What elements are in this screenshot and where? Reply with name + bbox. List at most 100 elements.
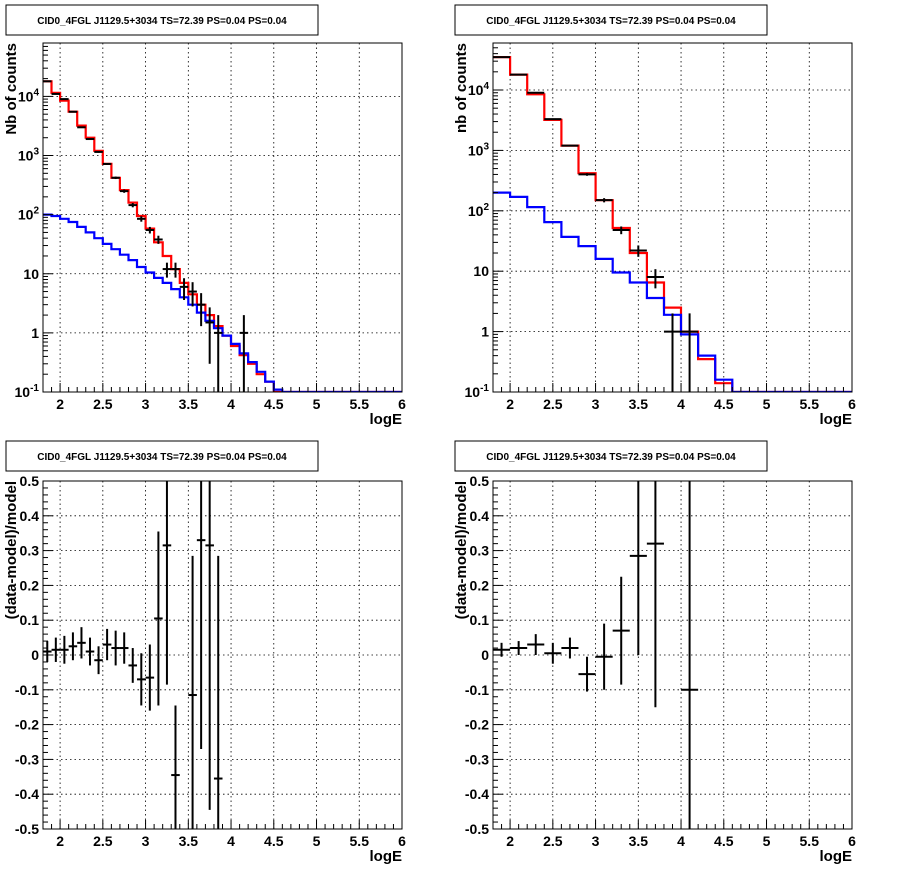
- y-tick-label: 103: [18, 147, 40, 164]
- plot-frame: [42, 42, 403, 393]
- x-axis-label: logE: [370, 411, 403, 428]
- x-tick-label: 3.5: [629, 833, 649, 849]
- x-tick-label: 2.5: [543, 833, 563, 849]
- residual-point: [145, 644, 155, 711]
- x-axis: [492, 820, 853, 829]
- data-point: [527, 91, 545, 94]
- data-point: [162, 262, 172, 278]
- x-tick-label: 4.5: [714, 833, 734, 849]
- residual-point: [154, 531, 163, 706]
- residual-point: [561, 637, 579, 659]
- x-tick-label: 6: [398, 833, 406, 849]
- residual-point: [119, 632, 129, 664]
- x-tick-label: 5.5: [350, 396, 370, 412]
- data-point: [663, 313, 682, 392]
- y-axis-label: Nb of counts: [3, 43, 20, 135]
- plot-frame: [492, 480, 853, 830]
- data-point: [119, 189, 129, 193]
- panel-1: CID0_4FGL J1129.5+3034 TS=72.39 PS=0.04 …: [3, 4, 406, 428]
- y-tick-label: 0.4: [20, 508, 40, 524]
- y-axis-label: (data-model)/model: [3, 481, 20, 619]
- residual-point: [77, 627, 86, 659]
- panel-2: CID0_4FGL J1129.5+3034 TS=72.39 PS=0.04 …: [453, 4, 856, 428]
- data-point: [102, 162, 112, 165]
- data-point: [196, 293, 206, 327]
- y-tick-label: 1: [31, 325, 39, 341]
- y-tick-label: -0.4: [15, 786, 39, 802]
- y-tick-label: -0.3: [465, 751, 489, 767]
- residual-point: [629, 481, 647, 655]
- y-tick-label: 0.4: [470, 508, 490, 524]
- y-axis-label: nb of counts: [453, 43, 470, 133]
- x-tick-label: 5: [763, 396, 771, 412]
- x-tick-label: 2: [506, 396, 514, 412]
- residual-point: [171, 705, 180, 829]
- grid: [493, 480, 853, 830]
- x-axis-label: logE: [820, 848, 853, 865]
- data-point: [544, 118, 562, 121]
- series-1-histogram: [43, 80, 402, 392]
- x-tick-label: 4.5: [714, 396, 734, 412]
- chart-title: CID0_4FGL J1129.5+3034 TS=72.39 PS=0.04 …: [486, 452, 736, 463]
- y-tick-label: 0.5: [470, 473, 490, 489]
- y-tick-label: 104: [18, 87, 40, 104]
- y-tick-label: 0.3: [470, 543, 490, 559]
- residual-point: [68, 632, 78, 661]
- data-point: [239, 315, 249, 392]
- x-tick-label: 6: [398, 396, 406, 412]
- data-point: [171, 262, 180, 278]
- x-axis: [492, 383, 853, 392]
- x-tick-label: 6: [848, 396, 856, 412]
- title-box: [454, 4, 768, 36]
- data-point: [145, 226, 155, 234]
- y-tick-label: 0.3: [20, 543, 40, 559]
- plot-area: [43, 481, 223, 829]
- y-tick-label: -0.5: [15, 821, 39, 837]
- x-tick-label: 4.5: [264, 396, 284, 412]
- x-tick-label: 2: [506, 833, 514, 849]
- y-tick-label: 102: [468, 202, 490, 219]
- x-tick-label: 3.5: [629, 396, 649, 412]
- chart-title: CID0_4FGL J1129.5+3034 TS=72.39 PS=0.04 …: [37, 452, 287, 463]
- data-point: [179, 278, 189, 300]
- y-tick-label: 0: [31, 647, 39, 663]
- data-point: [188, 282, 197, 307]
- y-tick-label: 10: [23, 266, 39, 282]
- x-tick-label: 3: [592, 396, 600, 412]
- data-point: [77, 126, 86, 129]
- plot-frame: [42, 480, 403, 830]
- y-tick-label: -0.4: [465, 786, 489, 802]
- x-axis-label: logE: [370, 848, 403, 865]
- y-tick-label: 0.5: [20, 473, 40, 489]
- residual-point: [162, 481, 172, 685]
- y-tick-label: -0.2: [15, 717, 39, 733]
- residual-point: [94, 646, 103, 675]
- residual-point: [510, 641, 528, 655]
- data-point: [128, 203, 138, 208]
- data-point: [60, 98, 69, 101]
- x-axis: [42, 383, 403, 392]
- y-tick-label: 0.2: [20, 577, 40, 593]
- residual-point: [612, 576, 630, 685]
- x-tick-label: 2.5: [93, 396, 113, 412]
- y-tick-label: 104: [468, 81, 490, 98]
- data-point: [94, 150, 103, 153]
- residual-point: [51, 637, 61, 662]
- y-tick-label: 10-1: [465, 383, 490, 400]
- data-point: [595, 198, 613, 203]
- residual-point: [646, 481, 664, 708]
- x-tick-label: 3: [142, 396, 150, 412]
- x-tick-label: 4.5: [264, 833, 284, 849]
- x-tick-label: 5.5: [350, 833, 370, 849]
- title-box: [454, 440, 768, 472]
- y-axis: [43, 42, 53, 393]
- grid: [43, 480, 403, 830]
- y-tick-label: 103: [468, 141, 490, 158]
- residual-point: [188, 555, 197, 829]
- residual-point: [527, 634, 545, 655]
- x-tick-label: 2.5: [543, 396, 563, 412]
- data-point: [68, 110, 78, 113]
- x-tick-label: 4: [677, 396, 685, 412]
- x-tick-label: 5.5: [800, 396, 820, 412]
